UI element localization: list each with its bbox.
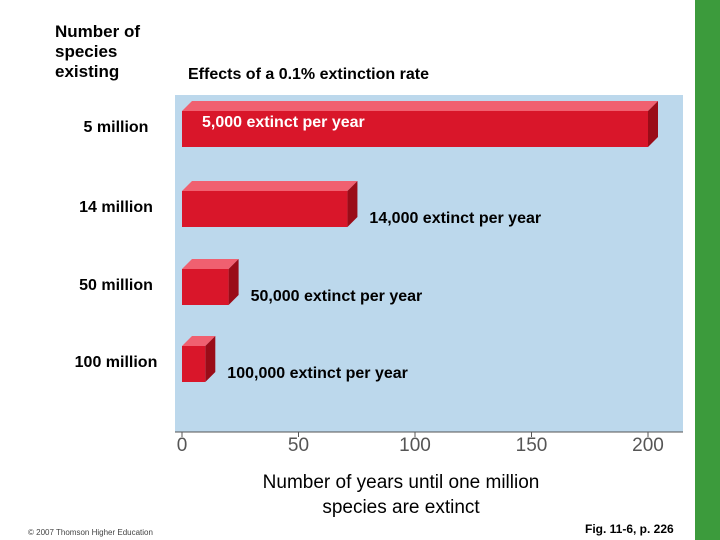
y-tick-label: 5 million: [84, 119, 149, 136]
figure-ref: Fig. 11-6, p. 226: [585, 522, 674, 536]
bar: [182, 336, 216, 382]
x-tick-label: 200: [632, 435, 664, 456]
y-tick-label: 14 million: [79, 199, 153, 216]
y-tick-label: 50 million: [79, 277, 153, 294]
x-tick-label: 100: [399, 435, 431, 456]
x-axis-label: Number of years until one million specie…: [262, 472, 540, 518]
bar-face: [228, 259, 239, 305]
annotation: 100,000 extinct per year: [227, 365, 408, 382]
copyright: © 2007 Thomson Higher Education: [28, 528, 153, 537]
x-tick-label: 0: [177, 435, 188, 456]
bar-face: [648, 101, 658, 147]
bar: [182, 259, 239, 305]
y-axis-label: Number of species existing: [55, 22, 140, 81]
bar-face: [205, 336, 216, 382]
x-tick-label: 50: [288, 435, 309, 456]
bar-face: [182, 336, 216, 346]
annotation: 5,000 extinct per year: [202, 114, 365, 131]
bar-face: [182, 269, 229, 305]
bar: [182, 101, 658, 147]
bar-face: [182, 259, 239, 269]
plot-area: [175, 95, 683, 432]
bar-face: [182, 191, 348, 227]
bar: [182, 181, 358, 227]
annotation: 50,000 extinct per year: [251, 288, 423, 305]
bar-face: [182, 111, 648, 147]
bar-face: [182, 346, 206, 382]
annotation: 14,000 extinct per year: [369, 210, 541, 227]
bar-face: [182, 181, 358, 191]
bar-face: [182, 101, 658, 111]
side-strip: [695, 0, 720, 540]
x-tick-label: 150: [516, 435, 548, 456]
chart-title: Effects of a 0.1% extinction rate: [188, 66, 429, 83]
y-tick-label: 100 million: [75, 354, 158, 371]
bar-face: [347, 181, 358, 227]
